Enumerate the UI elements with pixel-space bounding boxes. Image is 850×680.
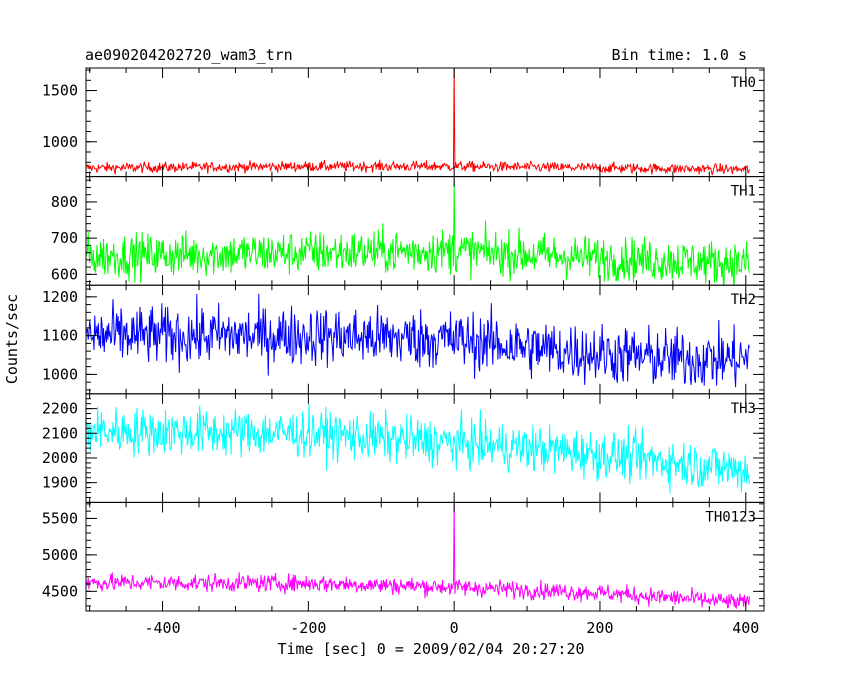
panel-label-th2: TH2 [731,292,756,308]
panel-frame [85,501,765,612]
x-axis-title: Time [sec] 0 = 2009/02/04 20:27:20 [277,640,584,658]
series-th2-line [86,293,750,388]
panel-label-th0: TH0 [731,75,756,91]
panel-frame [85,393,765,503]
series-th0-line [86,68,750,176]
y-tick-label: 1100 [42,327,78,345]
y-tick-label: 5500 [42,509,78,527]
y-tick-label: 600 [51,265,78,283]
panels-group: 1000 1500 TH0 600 700 800 TH1 1000 1100 1200 TH2 19… [42,67,765,612]
panel-th0123: 4500 5000 5500 TH0123 [42,501,765,612]
y-tick-label: 4500 [42,582,78,600]
bin-time-label: Bin time: 1.0 s [612,46,747,64]
series-th0123-line [86,502,750,610]
y-tick-label: 1000 [42,133,78,151]
panel-label-th3: TH3 [731,401,756,417]
x-tick-label: 0 [450,619,459,637]
panel-label-th1: TH1 [731,184,756,200]
y-tick-label: 2000 [42,449,78,467]
x-tick-label: -200 [290,619,326,637]
panel-th1: 600 700 800 TH1 [51,176,765,286]
series-th3-line [86,403,750,494]
y-tick-label: 1500 [42,82,78,100]
y-tick-label: 2200 [42,400,78,418]
x-axis: -400 -200 0 200 400 [144,619,759,637]
y-tick-label: 800 [51,193,78,211]
y-tick-label: 1200 [42,288,78,306]
panel-th2: 1000 1100 1200 TH2 [42,284,765,395]
y-tick-label: 2100 [42,424,78,442]
y-axis-title: Counts/sec [3,294,21,384]
x-tick-label: 400 [732,619,759,637]
x-tick-label: -400 [144,619,180,637]
y-tick-label: 1000 [42,365,78,383]
panel-label-th0123: TH0123 [705,509,756,525]
x-tick-label: 200 [586,619,613,637]
panel-th0: 1000 1500 TH0 [42,67,765,178]
y-tick-label: 1900 [42,474,78,492]
y-tick-label: 700 [51,229,78,247]
series-th1-line [86,180,750,286]
panel-th3: 1900 2000 2100 2200 TH3 [42,393,765,503]
panel-frame [85,67,765,178]
y-tick-label: 5000 [42,546,78,564]
plot-title: ae090204202720_wam3_trn [85,46,293,64]
